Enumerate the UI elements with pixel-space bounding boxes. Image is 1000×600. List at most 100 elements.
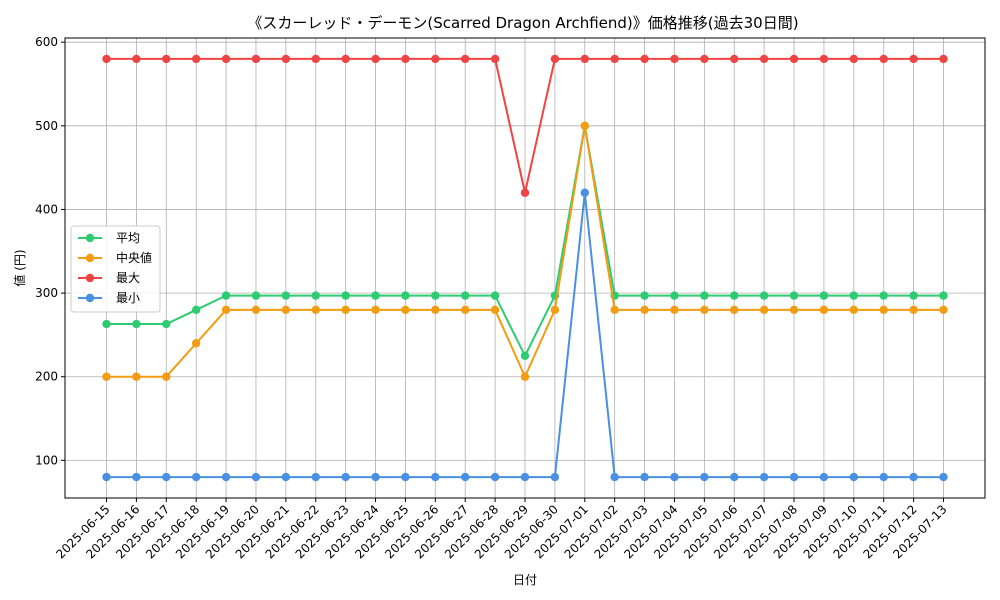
data-point — [251, 54, 261, 64]
data-point — [879, 54, 888, 64]
data-point — [550, 472, 560, 482]
data-point — [281, 54, 291, 64]
data-point — [849, 305, 859, 315]
data-point — [879, 472, 888, 482]
legend-swatch-marker — [85, 253, 95, 263]
data-point — [281, 305, 291, 315]
data-point — [819, 291, 829, 300]
x-axis-ticks: 2025-06-152025-06-162025-06-172025-06-18… — [53, 498, 950, 561]
data-point — [819, 305, 829, 315]
data-point — [670, 291, 679, 300]
data-point — [939, 54, 948, 64]
data-point — [221, 305, 231, 315]
y-tick-label: 100 — [35, 453, 58, 467]
data-point — [670, 305, 679, 315]
data-point — [102, 472, 111, 482]
data-point — [849, 291, 859, 300]
data-point — [520, 372, 530, 381]
data-point — [520, 472, 530, 482]
data-point — [730, 291, 739, 300]
data-point — [162, 54, 171, 64]
data-point — [311, 472, 320, 482]
data-point — [371, 472, 380, 482]
data-point — [431, 54, 440, 64]
data-point — [401, 305, 410, 315]
data-point — [640, 291, 649, 300]
data-point — [371, 291, 380, 300]
y-tick-label: 500 — [35, 119, 58, 133]
data-point — [401, 54, 410, 64]
data-point — [789, 305, 799, 315]
legend-label: 平均 — [116, 231, 140, 245]
data-point — [610, 472, 619, 482]
data-point — [311, 305, 320, 315]
data-point — [191, 305, 201, 315]
x-axis-label: 日付 — [513, 573, 537, 587]
data-point — [849, 472, 859, 482]
data-point — [102, 372, 111, 381]
data-point — [341, 305, 350, 315]
data-point — [550, 305, 560, 315]
data-point — [401, 291, 410, 300]
data-point — [700, 291, 709, 300]
data-point — [191, 339, 201, 348]
data-point — [640, 305, 649, 315]
data-point — [371, 305, 380, 315]
data-point — [490, 305, 500, 315]
data-point — [520, 188, 530, 197]
data-point — [909, 472, 918, 482]
y-tick-label: 200 — [35, 370, 58, 384]
legend-label: 中央値 — [116, 250, 152, 265]
legend-swatch-marker — [85, 233, 95, 243]
data-point — [191, 472, 201, 482]
legend-swatch-marker — [85, 273, 95, 283]
data-point — [461, 291, 470, 300]
data-point — [610, 54, 619, 64]
data-point — [879, 305, 888, 315]
data-point — [132, 54, 141, 64]
data-point — [789, 291, 799, 300]
data-point — [431, 472, 440, 482]
data-point — [102, 54, 111, 64]
legend-swatch-marker — [85, 293, 95, 303]
data-point — [461, 305, 470, 315]
data-point — [281, 291, 291, 300]
data-point — [162, 319, 171, 329]
data-point — [191, 54, 201, 64]
data-point — [700, 54, 709, 64]
data-point — [461, 472, 470, 482]
data-point — [759, 291, 769, 300]
legend-frame — [70, 225, 161, 313]
data-point — [670, 54, 679, 64]
data-point — [162, 472, 171, 482]
data-point — [431, 305, 440, 315]
data-point — [251, 472, 261, 482]
legend-label: 最大 — [116, 271, 140, 285]
data-point — [550, 54, 560, 64]
data-point — [909, 291, 918, 300]
data-point — [102, 319, 111, 329]
grid-lines — [65, 38, 985, 498]
data-point — [461, 54, 470, 64]
data-point — [221, 472, 231, 482]
data-point — [759, 54, 769, 64]
data-point — [371, 54, 380, 64]
data-point — [221, 291, 231, 300]
data-point — [490, 291, 500, 300]
data-point — [281, 472, 291, 482]
legend-label: 最小 — [116, 291, 140, 305]
data-point — [700, 472, 709, 482]
data-point — [909, 305, 918, 315]
data-point — [789, 472, 799, 482]
y-axis-label: 値 (円) — [12, 249, 27, 286]
data-point — [700, 305, 709, 315]
data-point — [580, 188, 589, 197]
data-point — [431, 291, 440, 300]
data-point — [221, 54, 231, 64]
data-point — [730, 305, 739, 315]
data-point — [251, 305, 261, 315]
data-point — [580, 121, 589, 131]
data-point — [819, 54, 829, 64]
